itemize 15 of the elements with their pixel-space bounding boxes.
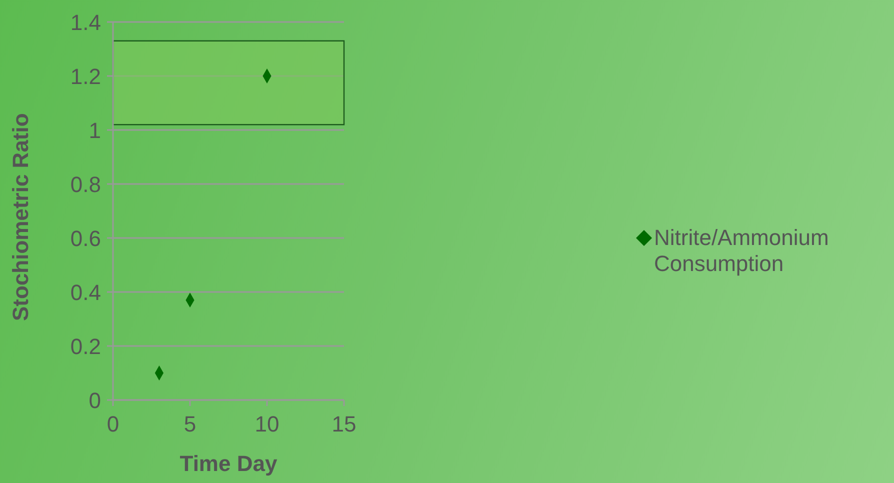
y-tick-label: 1.4 (70, 10, 101, 35)
y-tick-label: 1 (88, 118, 101, 143)
y-axis-title: Stochiometric Ratio (8, 113, 33, 321)
x-axis-title: Time Day (180, 451, 278, 476)
y-tick-label: 1.2 (70, 64, 101, 89)
x-tick-label: 15 (332, 412, 356, 437)
y-tick-label: 0.4 (70, 280, 101, 305)
y-tick-label: 0 (88, 388, 101, 413)
x-tick-label: 10 (254, 412, 280, 437)
legend-label: Nitrite/Ammonium Consumption (654, 225, 830, 277)
y-tick-label: 0.2 (70, 334, 101, 359)
y-tick-label: 0.8 (70, 172, 101, 197)
x-tick-label: 5 (184, 412, 196, 437)
x-tick-label: 0 (106, 412, 120, 437)
y-tick-label: 0.6 (70, 226, 101, 251)
